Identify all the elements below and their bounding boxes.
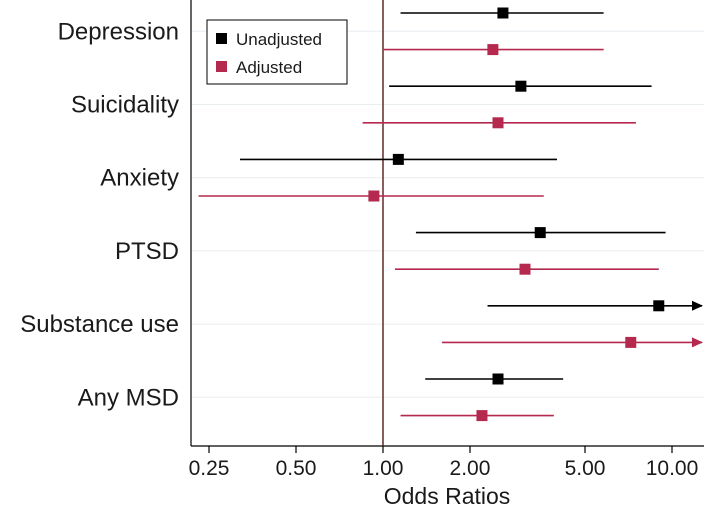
legend-label-unadjusted: Unadjusted bbox=[236, 30, 322, 49]
x-axis: 0.25 0.50 1.00 2.00 5.00 10.00 bbox=[189, 0, 704, 480]
point-marker-unadjusted bbox=[515, 80, 527, 92]
point-marker-adjusted bbox=[487, 44, 499, 56]
category-label: Substance use bbox=[20, 311, 179, 338]
point-marker-adjusted bbox=[476, 410, 488, 422]
point-marker-unadjusted bbox=[492, 373, 504, 385]
point-marker-adjusted bbox=[368, 190, 380, 202]
ci-arrow-unadjusted bbox=[692, 300, 703, 311]
x-tick-label: 5.00 bbox=[565, 457, 606, 480]
point-marker-adjusted bbox=[625, 336, 637, 348]
category-label: Depression bbox=[58, 18, 179, 45]
legend-box bbox=[206, 19, 348, 85]
category-label: Anxiety bbox=[100, 165, 179, 192]
point-marker-unadjusted bbox=[392, 153, 404, 165]
legend-marker-adjusted bbox=[216, 61, 227, 72]
point-marker-unadjusted bbox=[653, 300, 665, 312]
category-label: Suicidality bbox=[71, 92, 179, 119]
point-marker-adjusted bbox=[492, 117, 504, 129]
legend-marker-unadjusted bbox=[216, 33, 227, 44]
point-marker-unadjusted bbox=[534, 227, 546, 239]
category-labels: Depression Suicidality Anxiety PTSD Substanc… bbox=[20, 18, 179, 411]
category-label: PTSD bbox=[115, 238, 179, 265]
data-series bbox=[198, 7, 703, 422]
legend-label-adjusted: Adjusted bbox=[236, 58, 302, 77]
ci-arrow-adjusted bbox=[692, 337, 703, 348]
legend: Unadjusted Adjusted bbox=[206, 19, 348, 85]
x-tick-label: 2.00 bbox=[450, 457, 491, 480]
point-marker-unadjusted bbox=[497, 7, 509, 19]
point-marker-adjusted bbox=[519, 263, 531, 275]
x-tick-label: 1.00 bbox=[363, 457, 404, 480]
x-axis-title: Odds Ratios bbox=[384, 483, 511, 509]
category-label: Any MSD bbox=[78, 384, 179, 411]
x-tick-label: 10.00 bbox=[646, 457, 699, 480]
gridlines bbox=[191, 30, 704, 398]
x-tick-label: 0.50 bbox=[276, 457, 317, 480]
x-tick-label: 0.25 bbox=[189, 457, 230, 480]
